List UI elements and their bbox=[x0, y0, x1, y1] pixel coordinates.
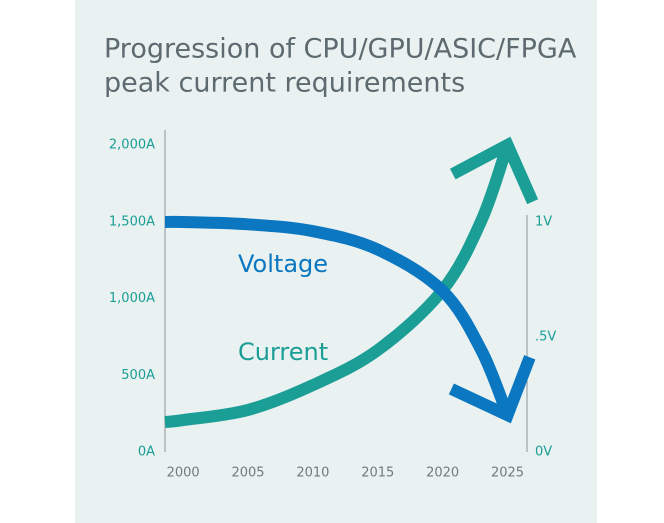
x-tick-label: 2000 bbox=[167, 466, 200, 481]
y-tick-label: 1,500A bbox=[109, 214, 155, 229]
x-tick-label: 2025 bbox=[491, 466, 524, 481]
y-tick-label: 1,000A bbox=[109, 291, 155, 306]
chart-title: Progression of CPU/GPU/ASIC/FPGA bbox=[104, 34, 577, 65]
x-tick-label: 2015 bbox=[361, 466, 394, 481]
y2-tick-label: 0V bbox=[535, 445, 552, 460]
series-label: Current bbox=[238, 338, 328, 366]
x-tick-label: 2005 bbox=[231, 466, 264, 481]
series-line bbox=[164, 143, 514, 429]
y2-tick-label: .5V bbox=[535, 330, 556, 345]
series-label: Voltage bbox=[238, 250, 328, 278]
y2-tick-label: 1V bbox=[535, 215, 552, 230]
y-tick-label: 0A bbox=[138, 445, 155, 460]
x-tick-label: 2020 bbox=[426, 466, 459, 481]
y-tick-label: 2,000A bbox=[109, 138, 155, 153]
arrowhead bbox=[449, 136, 539, 205]
arrowhead bbox=[448, 355, 536, 424]
chart-title: peak current requirements bbox=[104, 68, 465, 99]
x-tick-label: 2010 bbox=[296, 466, 329, 481]
panel bbox=[75, 0, 597, 523]
series-line bbox=[164, 215, 514, 418]
y-tick-label: 500A bbox=[121, 368, 155, 383]
